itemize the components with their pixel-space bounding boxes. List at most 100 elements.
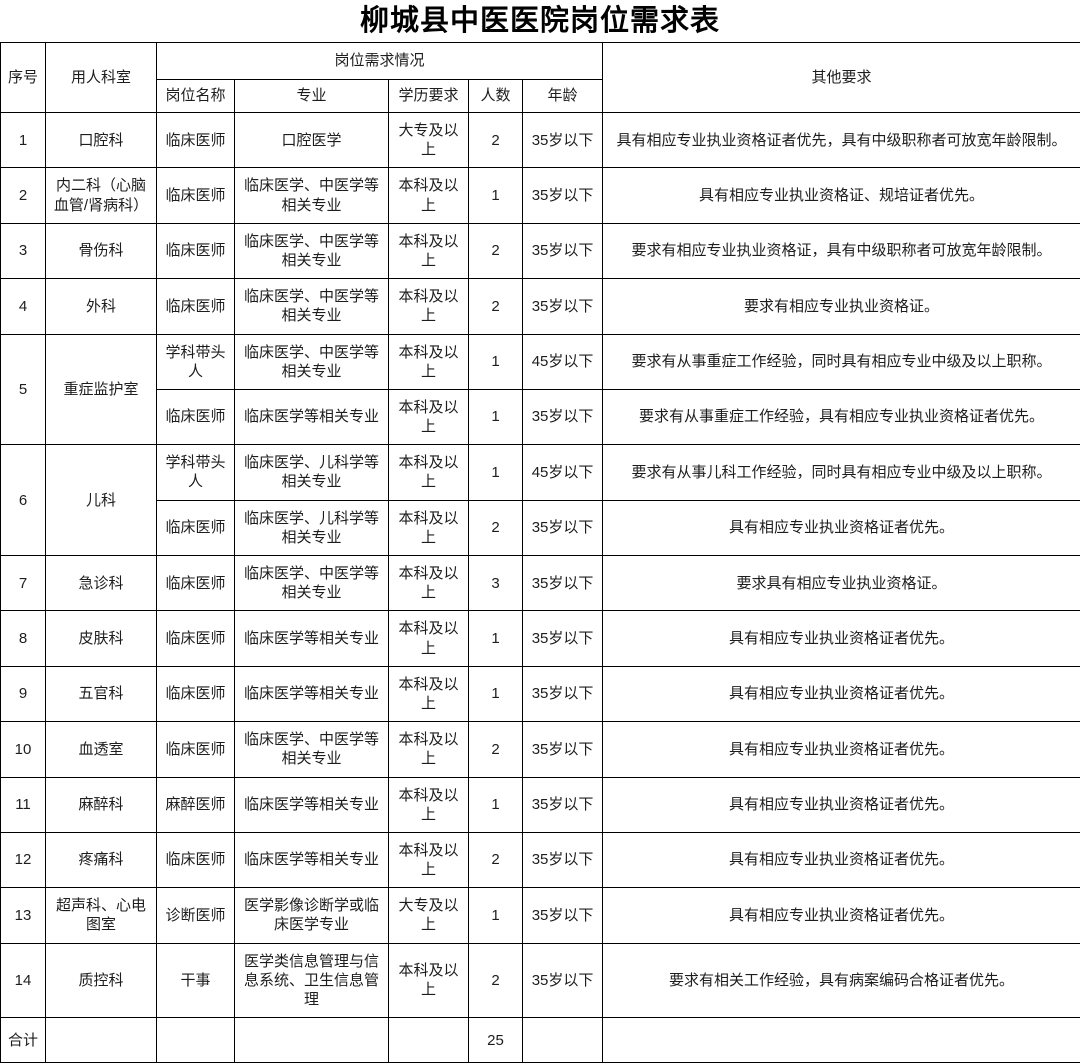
education-cell xyxy=(389,1018,469,1063)
position-cell: 临床医师 xyxy=(157,832,235,887)
age-cell: 35岁以下 xyxy=(523,389,603,444)
age-cell: 35岁以下 xyxy=(523,113,603,168)
education-cell: 大专及以上 xyxy=(389,113,469,168)
age-cell: 35岁以下 xyxy=(523,722,603,777)
count-cell: 2 xyxy=(469,500,523,555)
count-cell: 2 xyxy=(469,279,523,334)
major-cell: 口腔医学 xyxy=(235,113,389,168)
position-cell: 临床医师 xyxy=(157,722,235,777)
major-cell: 临床医学等相关专业 xyxy=(235,832,389,887)
department-cell xyxy=(46,1018,157,1063)
age-cell: 35岁以下 xyxy=(523,168,603,223)
department-cell: 皮肤科 xyxy=(46,611,157,666)
education-cell: 本科及以上 xyxy=(389,832,469,887)
position-cell: 学科带头人 xyxy=(157,334,235,389)
major-cell: 医学影像诊断学或临床医学专业 xyxy=(235,888,389,943)
department-cell: 内二科（心脑血管/肾病科） xyxy=(46,168,157,223)
header-age: 年龄 xyxy=(523,80,603,113)
other-cell: 具有相应专业执业资格证者优先。 xyxy=(603,777,1080,832)
age-cell: 35岁以下 xyxy=(523,777,603,832)
age-cell: 35岁以下 xyxy=(523,943,603,1018)
other-cell: 具有相应专业执业资格证、规培证者优先。 xyxy=(603,168,1080,223)
other-cell: 要求有相应专业执业资格证。 xyxy=(603,279,1080,334)
major-cell: 临床医学、中医学等相关专业 xyxy=(235,722,389,777)
age-cell: 45岁以下 xyxy=(523,445,603,500)
age-cell: 35岁以下 xyxy=(523,279,603,334)
major-cell: 临床医学、儿科学等相关专业 xyxy=(235,445,389,500)
education-cell: 本科及以上 xyxy=(389,279,469,334)
education-cell: 本科及以上 xyxy=(389,722,469,777)
position-cell: 临床医师 xyxy=(157,223,235,278)
position-cell: 诊断医师 xyxy=(157,888,235,943)
count-cell: 1 xyxy=(469,888,523,943)
position-cell: 临床医师 xyxy=(157,556,235,611)
count-cell: 1 xyxy=(469,445,523,500)
major-cell: 医学类信息管理与信息系统、卫生信息管理 xyxy=(235,943,389,1018)
education-cell: 本科及以上 xyxy=(389,168,469,223)
header-other: 其他要求 xyxy=(603,43,1080,113)
position-cell: 干事 xyxy=(157,943,235,1018)
age-cell xyxy=(523,1018,603,1063)
header-department: 用人科室 xyxy=(46,43,157,113)
other-cell: 要求有相关工作经验，具有病案编码合格证者优先。 xyxy=(603,943,1080,1018)
position-cell: 临床医师 xyxy=(157,113,235,168)
position-cell: 临床医师 xyxy=(157,500,235,555)
other-cell: 具有相应专业执业资格证者优先，具有中级职称者可放宽年龄限制。 xyxy=(603,113,1080,168)
seq-cell: 12 xyxy=(1,832,46,887)
major-cell: 临床医学等相关专业 xyxy=(235,777,389,832)
education-cell: 本科及以上 xyxy=(389,334,469,389)
total-label-cell: 合计 xyxy=(1,1018,46,1063)
department-cell: 口腔科 xyxy=(46,113,157,168)
count-cell: 1 xyxy=(469,611,523,666)
seq-cell: 1 xyxy=(1,113,46,168)
department-cell: 疼痛科 xyxy=(46,832,157,887)
header-row-1: 序号 用人科室 岗位需求情况 其他要求 xyxy=(1,43,1080,80)
seq-cell: 5 xyxy=(1,334,46,445)
other-cell: 具有相应专业执业资格证者优先。 xyxy=(603,611,1080,666)
other-cell: 要求有相应专业执业资格证，具有中级职称者可放宽年龄限制。 xyxy=(603,223,1080,278)
seq-cell: 9 xyxy=(1,666,46,721)
department-cell: 急诊科 xyxy=(46,556,157,611)
major-cell: 临床医学等相关专业 xyxy=(235,389,389,444)
seq-cell: 3 xyxy=(1,223,46,278)
education-cell: 本科及以上 xyxy=(389,500,469,555)
major-cell: 临床医学、中医学等相关专业 xyxy=(235,168,389,223)
major-cell: 临床医学、中医学等相关专业 xyxy=(235,279,389,334)
count-cell: 1 xyxy=(469,389,523,444)
position-demand-table: 序号 用人科室 岗位需求情况 其他要求 岗位名称 专业 学历要求 人数 年龄 1… xyxy=(0,42,1080,1063)
major-cell: 临床医学等相关专业 xyxy=(235,611,389,666)
education-cell: 本科及以上 xyxy=(389,611,469,666)
age-cell: 35岁以下 xyxy=(523,666,603,721)
major-cell: 临床医学、儿科学等相关专业 xyxy=(235,500,389,555)
age-cell: 35岁以下 xyxy=(523,500,603,555)
education-cell: 本科及以上 xyxy=(389,445,469,500)
seq-cell: 4 xyxy=(1,279,46,334)
header-count: 人数 xyxy=(469,80,523,113)
department-cell: 血透室 xyxy=(46,722,157,777)
education-cell: 本科及以上 xyxy=(389,666,469,721)
header-seq: 序号 xyxy=(1,43,46,113)
count-cell: 1 xyxy=(469,777,523,832)
seq-cell: 7 xyxy=(1,556,46,611)
education-cell: 本科及以上 xyxy=(389,556,469,611)
other-cell: 具有相应专业执业资格证者优先。 xyxy=(603,500,1080,555)
header-demand-group: 岗位需求情况 xyxy=(157,43,603,80)
count-cell: 1 xyxy=(469,666,523,721)
education-cell: 本科及以上 xyxy=(389,943,469,1018)
age-cell: 45岁以下 xyxy=(523,334,603,389)
other-cell: 具有相应专业执业资格证者优先。 xyxy=(603,722,1080,777)
age-cell: 35岁以下 xyxy=(523,223,603,278)
page-title: 柳城县中医医院岗位需求表 xyxy=(0,0,1080,42)
header-position: 岗位名称 xyxy=(157,80,235,113)
